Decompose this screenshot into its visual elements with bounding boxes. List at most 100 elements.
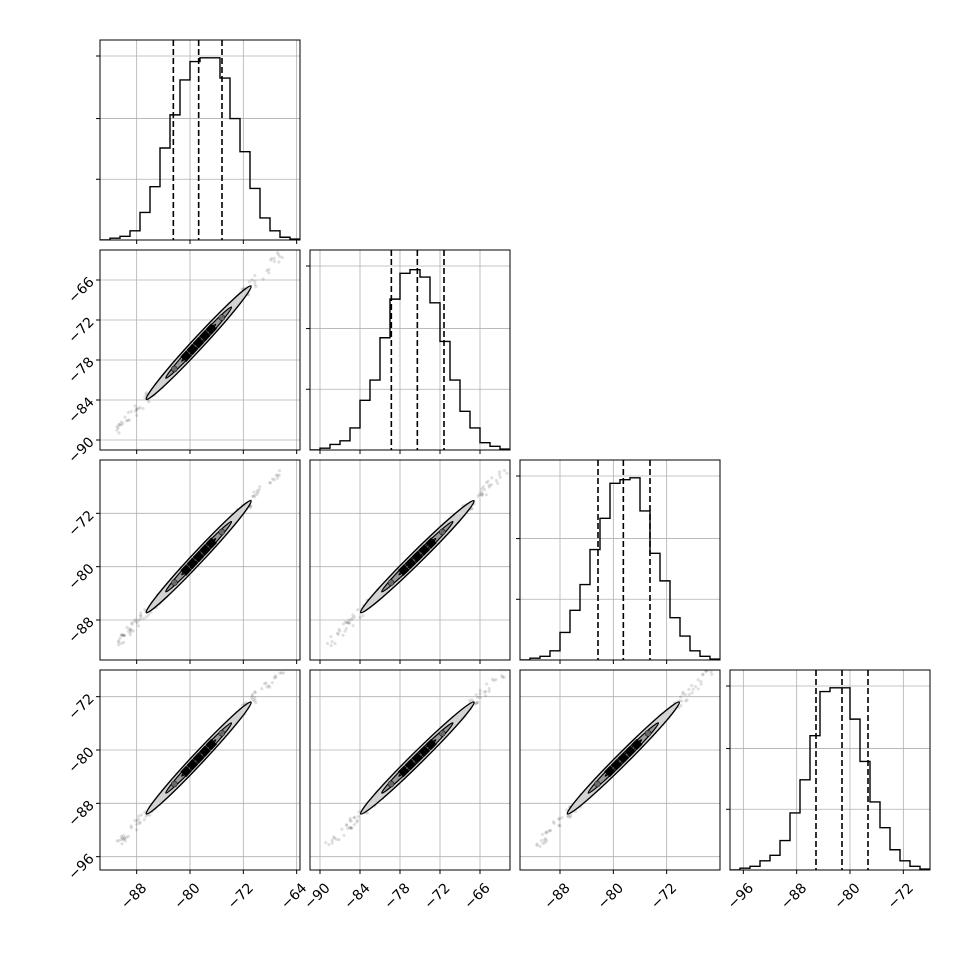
scatter-point [260, 687, 264, 691]
scatter-point [144, 392, 148, 396]
scatter-point [275, 251, 280, 255]
scatter-point [251, 494, 255, 498]
scatter-point [330, 640, 334, 644]
scatter-point [265, 268, 269, 273]
scatter-point [569, 813, 573, 817]
scatter-point [483, 694, 488, 698]
scatter-point [361, 614, 365, 618]
scatter-point [139, 611, 143, 615]
scatter-point [337, 627, 341, 632]
scatter-point [484, 481, 489, 485]
scatter-point [117, 423, 121, 427]
scatter-point [120, 836, 125, 840]
scatter-point [135, 407, 139, 411]
scatter-point [275, 670, 280, 671]
scatter-point [122, 833, 126, 838]
y-tick-label: −66 [65, 274, 97, 306]
panel-content [310, 670, 510, 870]
scatter-point [356, 608, 360, 612]
scatter-point [475, 701, 479, 705]
scatter-point [566, 814, 570, 818]
panel-3-3: −96 −88 −80 −72 [725, 669, 931, 913]
scatter-point [271, 477, 275, 481]
scatter-point [498, 470, 502, 474]
scatter-point [137, 814, 141, 818]
scatter-point [475, 700, 480, 705]
scatter-point [253, 279, 257, 284]
density-blob [171, 579, 178, 586]
scatter-point [544, 831, 548, 835]
scatter-point [268, 685, 272, 689]
scatter-point [505, 471, 509, 475]
scatter-point [280, 255, 284, 260]
scatter-point [487, 483, 491, 487]
y-tick-label: −78 [65, 354, 97, 386]
scatter-point [338, 629, 342, 633]
scatter-point [343, 620, 347, 624]
scatter-point [281, 671, 286, 675]
scatter-point [267, 684, 271, 688]
scatter-point [327, 842, 331, 847]
scatter-point [541, 841, 545, 846]
scatter-point [278, 469, 282, 473]
scatter-point [333, 641, 337, 646]
scatter-point [358, 615, 362, 619]
scatter-point [350, 826, 354, 830]
density-peak [205, 323, 217, 335]
scatter-point [357, 810, 361, 814]
scatter-point [489, 483, 494, 487]
scatter-point [261, 277, 265, 281]
scatter-point [325, 641, 330, 646]
scatter-point [349, 819, 353, 823]
scatter-point [680, 699, 684, 703]
scatter-point [253, 273, 257, 278]
histogram-step-2 [520, 477, 720, 660]
contours [566, 701, 681, 815]
scatter-point [276, 252, 280, 257]
panel-frame [99, 249, 301, 451]
scatter-point [538, 844, 542, 848]
scatter-point [684, 699, 688, 703]
scatter-point [480, 492, 485, 496]
scatter-point [544, 837, 548, 841]
scatter-point [329, 635, 333, 639]
scatter-point [696, 687, 700, 691]
x-tick-label: −80 [831, 880, 863, 912]
scatter-point [139, 614, 143, 618]
scatter-point [117, 639, 121, 643]
y-tick-label: −90 [65, 434, 97, 466]
scatter-point [540, 832, 545, 836]
density-peak [411, 752, 423, 764]
scatter-point [250, 694, 254, 698]
panel-1-1 [306, 249, 511, 454]
panel-content [100, 670, 300, 870]
contours [145, 701, 252, 815]
scatter-point [275, 476, 280, 480]
panel-content [520, 460, 720, 660]
panel-0-0 [96, 39, 301, 244]
scatter-point [345, 823, 349, 828]
scatter-point [121, 838, 125, 842]
scatter-point [344, 626, 348, 631]
scatter-point [126, 418, 130, 423]
scatter-point [138, 406, 142, 410]
scatter-point [129, 824, 133, 828]
scatter-point [346, 621, 350, 625]
scatter-point [127, 418, 131, 422]
scatter-point [484, 493, 488, 497]
scatter-point [558, 824, 562, 828]
scatter-point [148, 813, 152, 817]
density-blob [387, 579, 395, 586]
scatter-point [253, 282, 257, 286]
scatter-point [687, 687, 691, 692]
panel-3-0: −96−88−80−72−88 −80 −72 −64 [65, 669, 310, 913]
density-peak [180, 765, 192, 778]
scatter-point [681, 692, 685, 696]
scatter-point [681, 690, 685, 694]
scatter-point [143, 395, 147, 400]
scatter-point [252, 494, 256, 498]
scatter-point [490, 476, 494, 480]
scatter-point [500, 674, 504, 678]
scatter-point [691, 687, 695, 691]
scatter-point [687, 692, 691, 697]
